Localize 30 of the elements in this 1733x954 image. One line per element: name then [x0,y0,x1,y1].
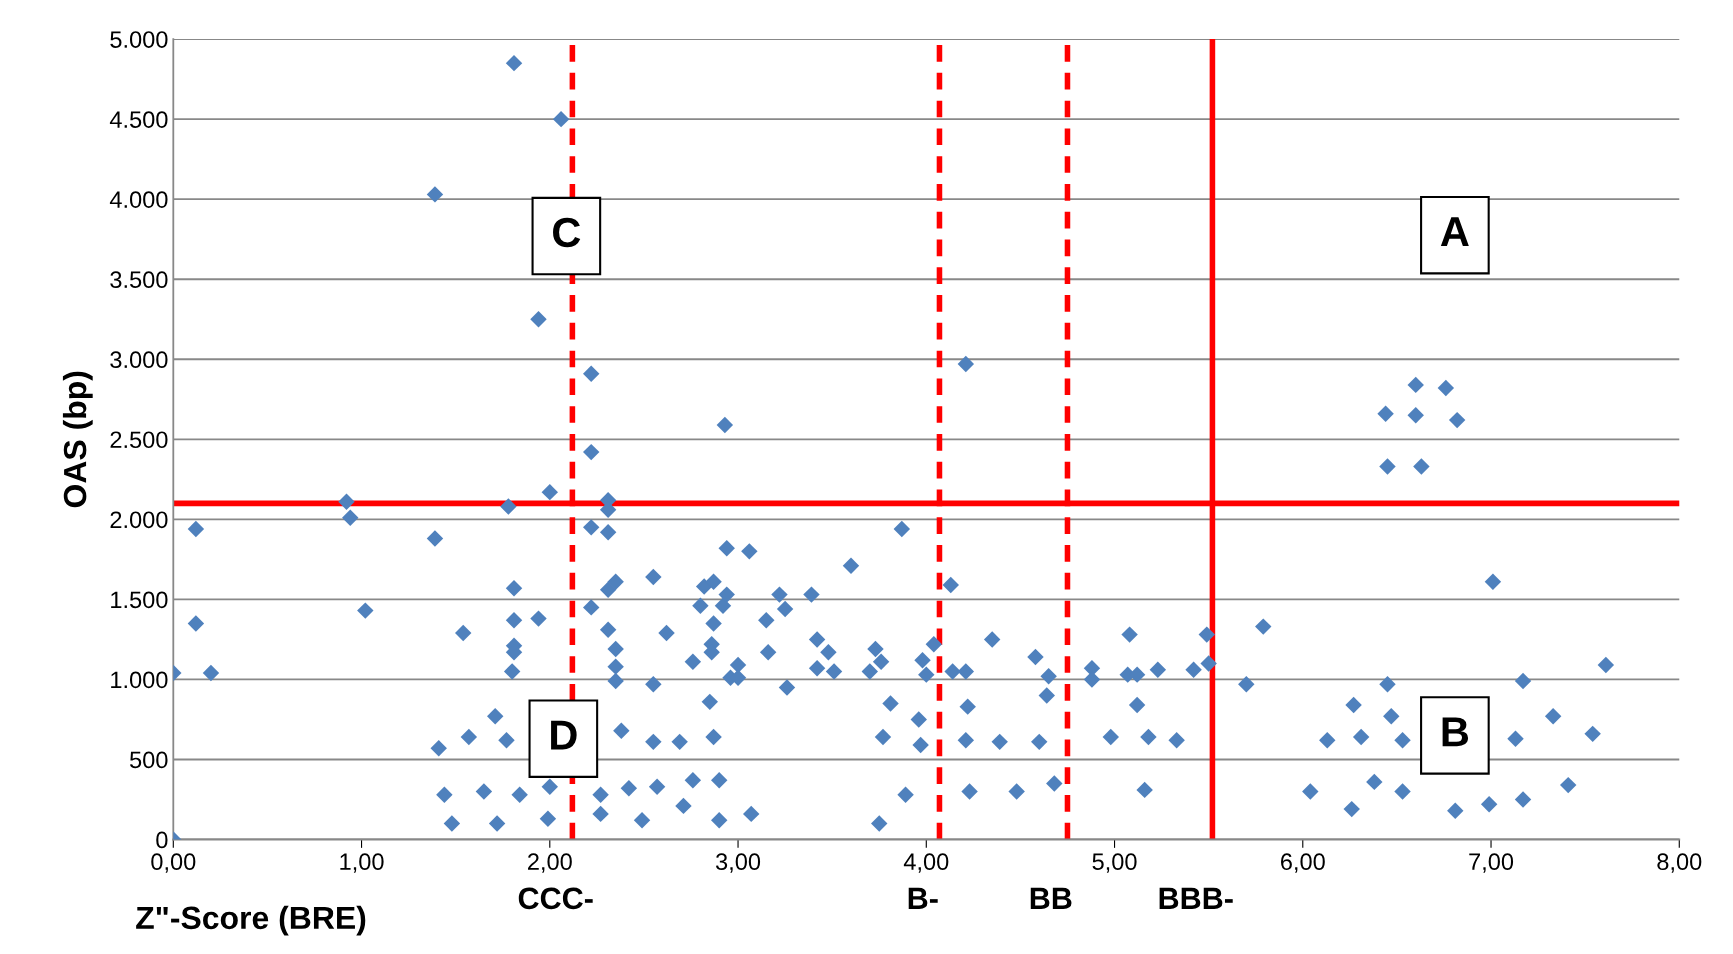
ref-line-label: CCC- [518,887,593,910]
annotation: B [1442,717,1469,747]
x-axis-title: Z"-Score (BRE) [136,905,366,936]
y-tick-label: 0 [156,831,168,849]
x-tick-label: 4,00 [903,853,949,873]
annotation: D [551,720,577,750]
x-tick-label: 0,00 [151,853,196,873]
x-tick-label: 6,00 [1281,853,1325,873]
x-tick-label: 7,00 [1469,853,1514,873]
y-tick-label: 3.000 [110,351,168,369]
ref-line-label: BBB- [1159,887,1233,909]
y-tick-label: 2.500 [110,431,168,449]
y-axis-title: OAS (bp) [62,371,93,508]
ref-line-label: B- [908,887,938,909]
y-tick-label: 2.000 [110,511,168,529]
annotation: C [553,217,581,248]
ref-line-label: BB [1030,887,1072,909]
x-tick-label: 2,00 [528,853,572,873]
y-tick-label: 4.500 [109,111,168,128]
y-tick-label: 5.000 [110,31,168,48]
y-tick-label: 3.500 [110,271,168,289]
y-tick-label: 500 [129,751,168,769]
y-tick-label: 1.000 [111,671,168,689]
y-tick-label: 1.500 [111,591,168,609]
annotation: A [1440,217,1469,246]
x-tick-label: 1,00 [340,853,384,873]
x-tick-label: 3,00 [715,853,761,873]
y-tick-label: 4.000 [109,191,168,208]
x-tick-label: 5,00 [1092,853,1137,873]
x-tick-label: 8,00 [1657,853,1702,873]
